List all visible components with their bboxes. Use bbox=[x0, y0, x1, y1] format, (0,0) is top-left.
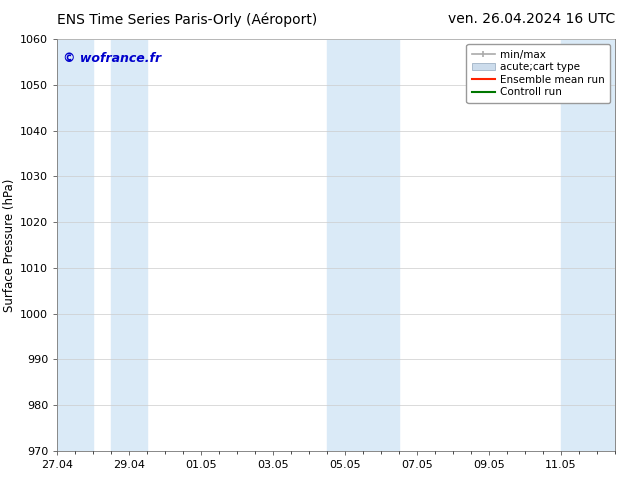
Bar bbox=[561, 39, 615, 451]
Text: © wofrance.fr: © wofrance.fr bbox=[63, 51, 161, 65]
Bar bbox=[111, 39, 147, 451]
Bar bbox=[327, 39, 399, 451]
Text: ENS Time Series Paris-Orly (Aéroport): ENS Time Series Paris-Orly (Aéroport) bbox=[57, 12, 317, 27]
Y-axis label: Surface Pressure (hPa): Surface Pressure (hPa) bbox=[3, 178, 16, 312]
Bar bbox=[57, 39, 93, 451]
Legend: min/max, acute;cart type, Ensemble mean run, Controll run: min/max, acute;cart type, Ensemble mean … bbox=[467, 45, 610, 102]
Text: ven. 26.04.2024 16 UTC: ven. 26.04.2024 16 UTC bbox=[448, 12, 615, 26]
